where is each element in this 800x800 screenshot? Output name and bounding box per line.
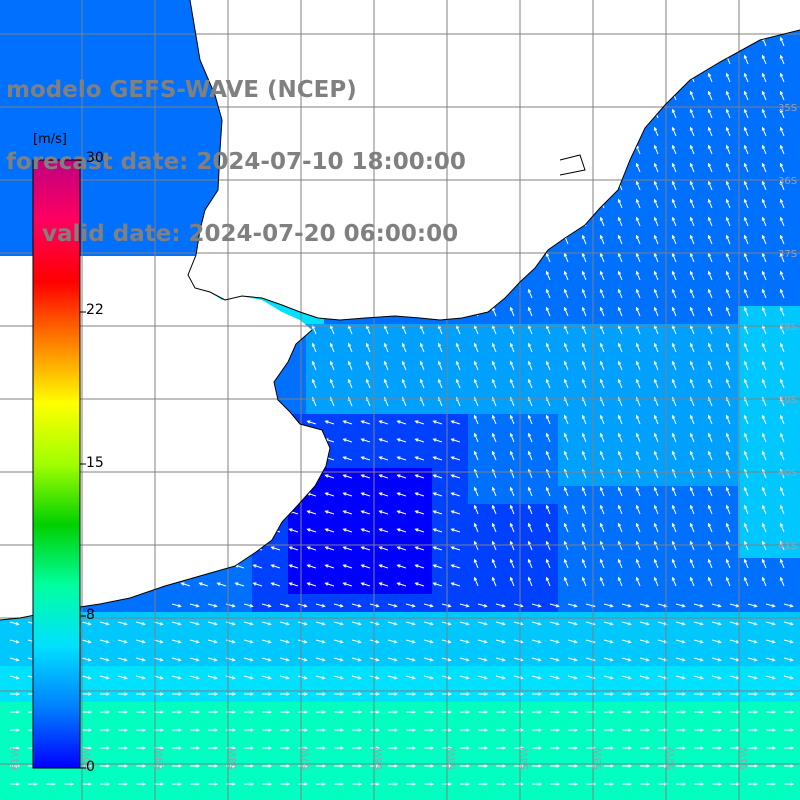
colorbar-tick-0: 0 [86,759,95,775]
lat-label: 41S [778,541,797,552]
lon-label: 56W [374,747,385,770]
lon-label: 53W [593,747,604,770]
longitude-labels: 61W 60W 59W 58W 57W 56W 55W 54W 53W 52W 51W [10,747,750,770]
lon-label: 60W [82,747,93,770]
colorbar-tick-8: 8 [86,607,95,623]
latitude-labels: 35S 36S 37S 38S 39S 40S 41S [778,103,797,552]
lon-label: 51W [739,747,750,770]
colorbar-unit-label: [m/s] [33,132,67,147]
colorbar-tick-30: 30 [86,150,104,166]
colorbar [32,159,86,769]
lat-label: 40S [778,468,797,479]
valid-date-title: valid date: 2024-07-20 06:00:00 [42,221,459,247]
lat-label: 35S [778,103,797,114]
lon-label: 55W [447,747,458,770]
lat-label: 37S [778,249,797,260]
title-block: modelo GEFS-WAVE (NCEP) forecast date: 2… [6,30,466,270]
forecast-date-title: forecast date: 2024-07-10 18:00:00 [6,149,466,175]
lat-label: 36S [778,176,797,187]
lon-label: 52W [666,747,677,770]
lat-label: 39S [778,395,797,406]
colorbar-tick-15: 15 [86,455,104,471]
lon-label: 59W [155,747,166,770]
lon-label: 58W [228,747,239,770]
model-title: modelo GEFS-WAVE (NCEP) [6,77,357,103]
lon-label: 54W [520,747,531,770]
coastline [0,0,800,621]
colorbar-tick-22: 22 [86,302,104,318]
lon-label: 57W [301,747,312,770]
lon-label: 61W [10,747,21,770]
lat-label: 38S [778,322,797,333]
